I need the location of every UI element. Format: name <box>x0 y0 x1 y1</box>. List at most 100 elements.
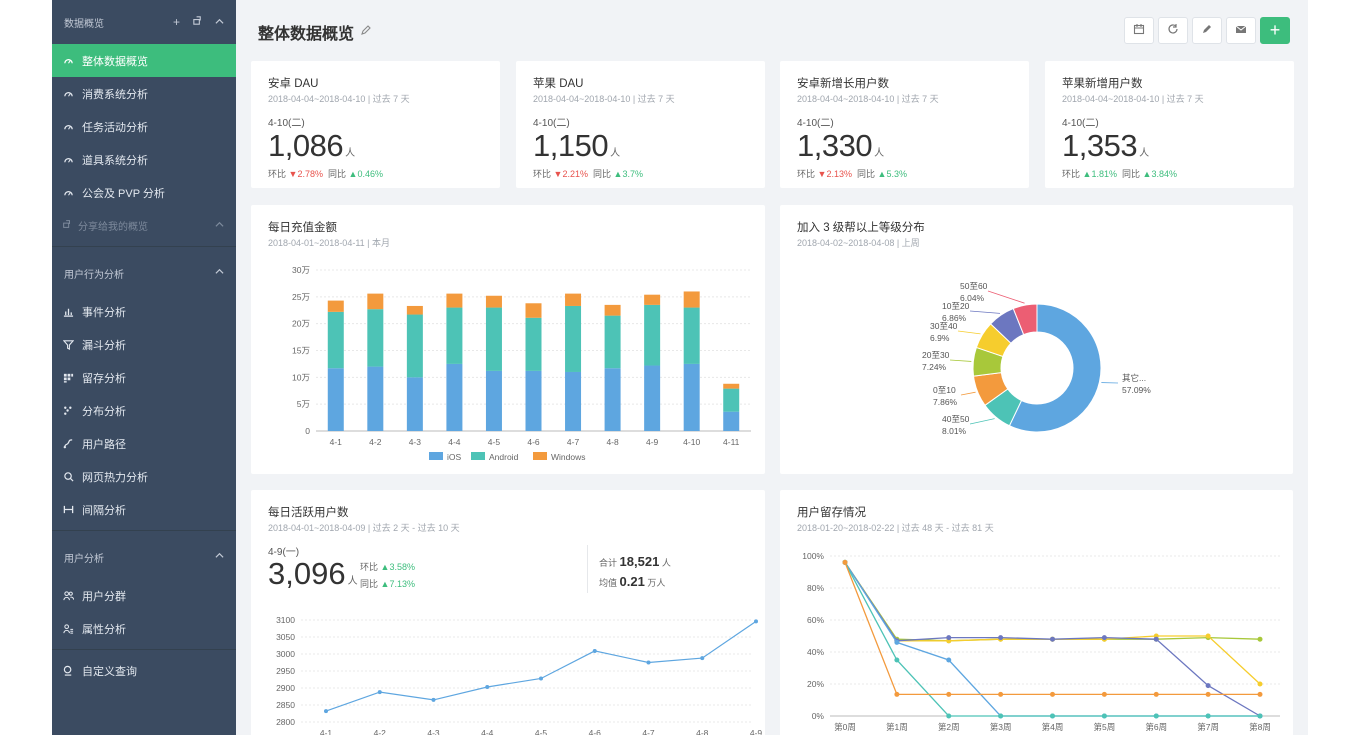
sidebar-item-2[interactable]: 消费系统分析 <box>52 77 236 110</box>
chevron-up-icon[interactable] <box>215 15 224 29</box>
gauge-icon <box>62 54 75 67</box>
mail-button[interactable] <box>1226 17 1256 44</box>
slice-value: 8.01% <box>942 426 967 436</box>
data-point <box>1050 636 1055 642</box>
total-stat: 合计 18,521 人 <box>599 554 671 569</box>
bar-segment <box>327 300 344 312</box>
data-point <box>539 676 543 681</box>
data-point <box>894 639 900 645</box>
kpi-date: 4-10(二) <box>268 118 305 129</box>
heatmap-icon <box>62 470 75 483</box>
sidebar-item-custom-query[interactable]: 自定义查询 <box>52 654 236 687</box>
sidebar-item-label: 消费系统分析 <box>82 88 148 101</box>
card-subtitle: 2018-04-02~2018-04-08 | 上周 <box>797 238 920 248</box>
bar-segment <box>604 368 621 431</box>
x-tick-label: 4-4 <box>481 728 494 735</box>
retention-icon <box>62 371 75 384</box>
data-point <box>1153 636 1159 642</box>
edit-button[interactable] <box>1192 17 1222 44</box>
share-icon[interactable] <box>192 15 203 29</box>
kpi-value: 1,330 人 <box>797 128 884 163</box>
page-title: 整体数据概览 <box>258 20 372 44</box>
x-tick-label: 4-3 <box>427 728 440 735</box>
bar-segment <box>723 383 740 389</box>
edit-icon[interactable] <box>360 23 372 41</box>
sidebar-item-4[interactable]: 道具系统分析 <box>52 143 236 176</box>
leader-line <box>987 290 1025 304</box>
sidebar-item-shared[interactable]: 分享给我的概览 <box>52 209 236 242</box>
bar-segment <box>367 309 384 367</box>
sidebar-item-2[interactable]: 属性分析 <box>52 612 236 645</box>
sidebar-item-4[interactable]: 分布分析 <box>52 394 236 427</box>
top-bar: 整体数据概览 + <box>236 0 1308 60</box>
sidebar-item-3[interactable]: 留存分析 <box>52 361 236 394</box>
sidebar-item-1[interactable]: 整体数据概览 <box>52 44 236 77</box>
sidebar-item-label: 道具系统分析 <box>82 154 148 167</box>
users-icon <box>62 589 75 602</box>
add-button[interactable]: + <box>1260 17 1290 44</box>
sidebar-item-2[interactable]: 漏斗分析 <box>52 328 236 361</box>
y-tick-label: 10万 <box>292 372 310 382</box>
kpi-card[interactable]: 苹果 DAU 2018-04-04~2018-04-10 | 过去 7 天 4-10… <box>516 61 765 188</box>
kpi-card[interactable]: 安卓新增长用户数 2018-04-04~2018-04-10 | 过去 7 天 4-… <box>780 61 1029 188</box>
x-tick-label: 4-1 <box>320 728 333 735</box>
y-tick-label: 3000 <box>276 649 295 659</box>
plus-icon[interactable]: + <box>172 15 180 29</box>
data-point <box>485 684 490 689</box>
sidebar-item-label: 网页热力分析 <box>82 471 148 484</box>
data-point <box>894 657 900 663</box>
sidebar-section-label: 用户分析 <box>64 553 104 565</box>
bar-segment <box>406 314 423 378</box>
sidebar-item-3[interactable]: 任务活动分析 <box>52 110 236 143</box>
data-point <box>1257 713 1263 719</box>
data-point <box>1257 691 1263 697</box>
sidebar-item-label: 事件分析 <box>82 306 126 319</box>
avg-stat: 均值 0.21 万人 <box>599 574 666 589</box>
sidebar-item-6[interactable]: 网页热力分析 <box>52 460 236 493</box>
kpi-value: 1,150 人 <box>533 128 620 163</box>
active-users-line-chart: 2800 2850 2900 2950 3000 3050 3100 4-1 4-2 4-3 4-4… <box>276 615 763 735</box>
slice-value: 7.86% <box>933 397 958 407</box>
sidebar-item-1[interactable]: 用户分群 <box>52 579 236 612</box>
leader-line <box>957 330 981 335</box>
kpi-card[interactable]: 安卓 DAU 2018-04-04~2018-04-10 | 过去 7 天 4-10… <box>251 61 500 188</box>
sidebar-item-label: 留存分析 <box>82 372 126 385</box>
data-point <box>1205 633 1211 639</box>
main-content: 整体数据概览 + <box>236 0 1308 735</box>
data-point <box>1257 681 1263 687</box>
sidebar-section-behavior[interactable]: 用户行为分析 <box>52 251 236 295</box>
data-point <box>377 690 382 695</box>
slice-value: 57.09% <box>1122 385 1151 395</box>
legend-swatch <box>471 452 485 460</box>
slice-label: 10至20 <box>942 301 970 311</box>
x-tick-label: 4-9 <box>750 728 763 735</box>
sidebar-item-5[interactable]: 用户路径 <box>52 427 236 460</box>
pencil-icon <box>1201 22 1213 40</box>
kpi-card[interactable]: 苹果新增用户数 2018-04-04~2018-04-10 | 过去 7 天 4-1… <box>1045 61 1294 188</box>
card-subtitle: 2018-04-01~2018-04-11 | 本月 <box>268 238 391 248</box>
sidebar-item-label: 自定义查询 <box>82 665 137 678</box>
kpi-title: 安卓新增长用户数 <box>797 78 889 90</box>
refresh-button[interactable] <box>1158 17 1188 44</box>
sidebar-item-label: 用户分群 <box>82 590 126 603</box>
data-point <box>1205 683 1211 689</box>
sidebar-item-1[interactable]: 事件分析 <box>52 295 236 328</box>
bar-segment <box>485 307 502 371</box>
bar-segment <box>406 377 423 431</box>
kpi-date: 4-10(二) <box>797 118 834 129</box>
calendar-button[interactable] <box>1124 17 1154 44</box>
legend-swatch <box>429 452 443 460</box>
sidebar-section-users[interactable]: 用户分析 <box>52 535 236 579</box>
x-tick-label: 第3周 <box>990 722 1012 732</box>
sidebar-item-5[interactable]: 公会及 PVP 分析 <box>52 176 236 209</box>
kpi-trend: 环比 ▼2.21% 同比 ▲3.7% <box>533 169 643 179</box>
distribution-icon <box>62 404 75 417</box>
bar-segment <box>446 307 463 364</box>
x-tick-label: 4-8 <box>696 728 709 735</box>
bar-segment <box>644 304 661 366</box>
data-point <box>1101 635 1107 641</box>
x-tick-label: 4-6 <box>589 728 602 735</box>
y-tick-label: 100% <box>802 551 824 561</box>
sidebar-item-7[interactable]: 间隔分析 <box>52 493 236 526</box>
interval-icon <box>62 503 75 516</box>
